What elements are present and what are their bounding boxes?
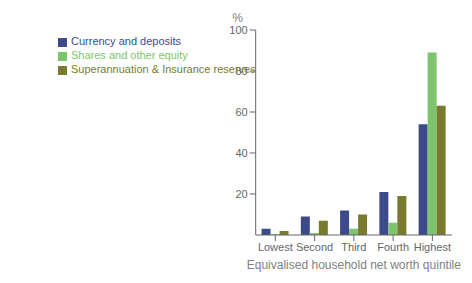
svg-text:%: % [232, 11, 243, 25]
svg-text:Lowest: Lowest [258, 241, 293, 253]
svg-text:60: 60 [235, 106, 247, 118]
svg-text:Third: Third [341, 241, 366, 253]
svg-text:Fourth: Fourth [377, 241, 409, 253]
svg-text:Second: Second [296, 241, 333, 253]
svg-text:80: 80 [235, 65, 247, 77]
svg-text:40: 40 [235, 147, 247, 159]
svg-text:20: 20 [235, 188, 247, 200]
svg-text:Equivalised household net wort: Equivalised household net worth quintile [247, 258, 461, 272]
svg-text:Highest: Highest [414, 241, 451, 253]
svg-text:100: 100 [229, 24, 247, 36]
